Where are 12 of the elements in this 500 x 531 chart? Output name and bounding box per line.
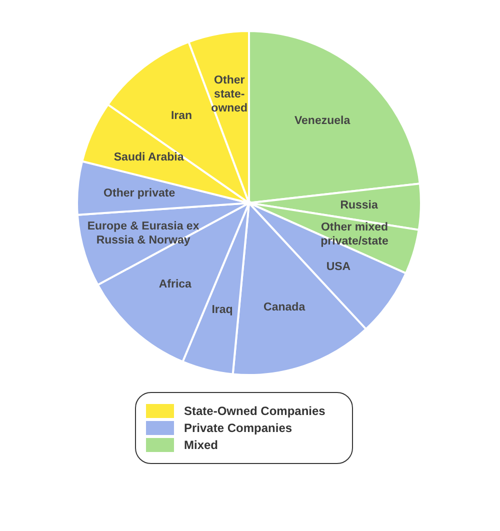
slice-label: Venezuela — [294, 114, 351, 127]
slice-label: Iran — [170, 110, 192, 122]
text: Private Companies — [184, 421, 292, 435]
text: State-Owned Companies — [184, 404, 326, 418]
slice-label: Africa — [158, 278, 192, 291]
slice-label: Other private — [104, 187, 176, 200]
slice-label: Iraq — [212, 304, 233, 316]
slice-label: Saudi Arabia — [114, 151, 184, 164]
slice-label: Canada — [264, 301, 306, 314]
slice-label: Russia — [340, 199, 379, 212]
text: Mixed — [184, 438, 218, 452]
slice-label: USA — [326, 261, 351, 274]
